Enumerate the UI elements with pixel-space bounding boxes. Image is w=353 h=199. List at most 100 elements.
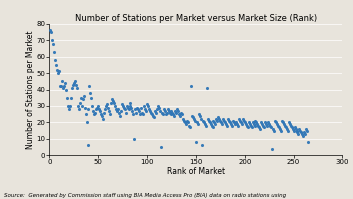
- Point: [143, 109, 149, 112]
- Point: [149, 113, 155, 116]
- Point: [225, 124, 230, 127]
- Point: [77, 101, 83, 104]
- Point: [167, 111, 172, 114]
- Point: [292, 126, 297, 129]
- Point: [96, 108, 102, 111]
- Point: [232, 122, 238, 126]
- Point: [226, 119, 232, 122]
- Point: [272, 119, 278, 122]
- Point: [284, 127, 289, 131]
- Point: [261, 124, 266, 127]
- Title: Number of Stations per Market versus Market Size (Rank): Number of Stations per Market versus Mar…: [75, 14, 317, 23]
- Point: [80, 98, 85, 101]
- Point: [97, 109, 103, 112]
- Point: [131, 113, 136, 116]
- Point: [94, 108, 99, 111]
- Point: [193, 140, 199, 144]
- Point: [196, 113, 202, 116]
- Point: [53, 63, 59, 66]
- Point: [180, 117, 186, 121]
- Point: [79, 104, 84, 107]
- Point: [234, 122, 240, 126]
- Point: [206, 119, 211, 122]
- Point: [152, 109, 158, 112]
- Point: [253, 119, 258, 122]
- Point: [142, 108, 148, 111]
- Point: [294, 129, 299, 132]
- Point: [267, 124, 273, 127]
- Point: [151, 116, 157, 119]
- Point: [290, 127, 295, 131]
- Point: [63, 88, 69, 91]
- Point: [208, 122, 213, 126]
- Point: [266, 122, 272, 126]
- Point: [217, 119, 223, 122]
- Point: [214, 117, 219, 121]
- Point: [210, 126, 215, 129]
- Point: [83, 113, 88, 116]
- Point: [95, 104, 101, 107]
- Point: [86, 85, 92, 88]
- Point: [122, 108, 127, 111]
- Point: [174, 108, 180, 111]
- Point: [49, 30, 54, 34]
- Point: [237, 119, 243, 122]
- Point: [235, 124, 241, 127]
- X-axis label: Rank of Market: Rank of Market: [167, 167, 225, 176]
- Point: [69, 86, 75, 90]
- Text: Source:  Generated by Commission staff using BIA Media Access Pro (BIA) data on : Source: Generated by Commission staff us…: [4, 193, 286, 198]
- Point: [183, 121, 188, 124]
- Point: [121, 106, 126, 109]
- Point: [58, 85, 64, 88]
- Point: [108, 101, 114, 104]
- Point: [175, 109, 181, 112]
- Point: [183, 122, 189, 126]
- Point: [278, 129, 284, 132]
- Point: [124, 104, 130, 107]
- Point: [258, 127, 263, 131]
- Point: [49, 39, 55, 42]
- Point: [299, 131, 304, 134]
- Point: [258, 121, 264, 124]
- Point: [185, 121, 191, 124]
- Point: [303, 132, 308, 136]
- Point: [184, 119, 190, 122]
- Point: [139, 111, 145, 114]
- Point: [242, 121, 247, 124]
- Point: [115, 108, 121, 111]
- Point: [273, 121, 279, 124]
- Point: [264, 124, 270, 127]
- Point: [161, 108, 167, 111]
- Point: [270, 127, 276, 131]
- Point: [188, 85, 194, 88]
- Point: [213, 122, 218, 126]
- Point: [291, 129, 297, 132]
- Point: [172, 114, 177, 117]
- Point: [72, 80, 78, 83]
- Point: [56, 70, 62, 73]
- Point: [64, 96, 70, 99]
- Point: [173, 109, 178, 112]
- Point: [70, 83, 76, 86]
- Point: [141, 104, 147, 107]
- Point: [300, 134, 306, 137]
- Point: [116, 111, 121, 114]
- Point: [92, 111, 98, 114]
- Point: [236, 117, 242, 121]
- Point: [158, 145, 163, 149]
- Point: [132, 137, 137, 140]
- Point: [293, 127, 298, 131]
- Point: [192, 119, 198, 122]
- Point: [209, 124, 214, 127]
- Point: [74, 86, 79, 90]
- Point: [249, 126, 255, 129]
- Point: [282, 124, 288, 127]
- Point: [222, 121, 228, 124]
- Point: [60, 86, 66, 90]
- Point: [107, 113, 113, 116]
- Point: [246, 121, 251, 124]
- Point: [166, 109, 172, 112]
- Point: [159, 111, 164, 114]
- Point: [106, 109, 112, 112]
- Point: [248, 124, 253, 127]
